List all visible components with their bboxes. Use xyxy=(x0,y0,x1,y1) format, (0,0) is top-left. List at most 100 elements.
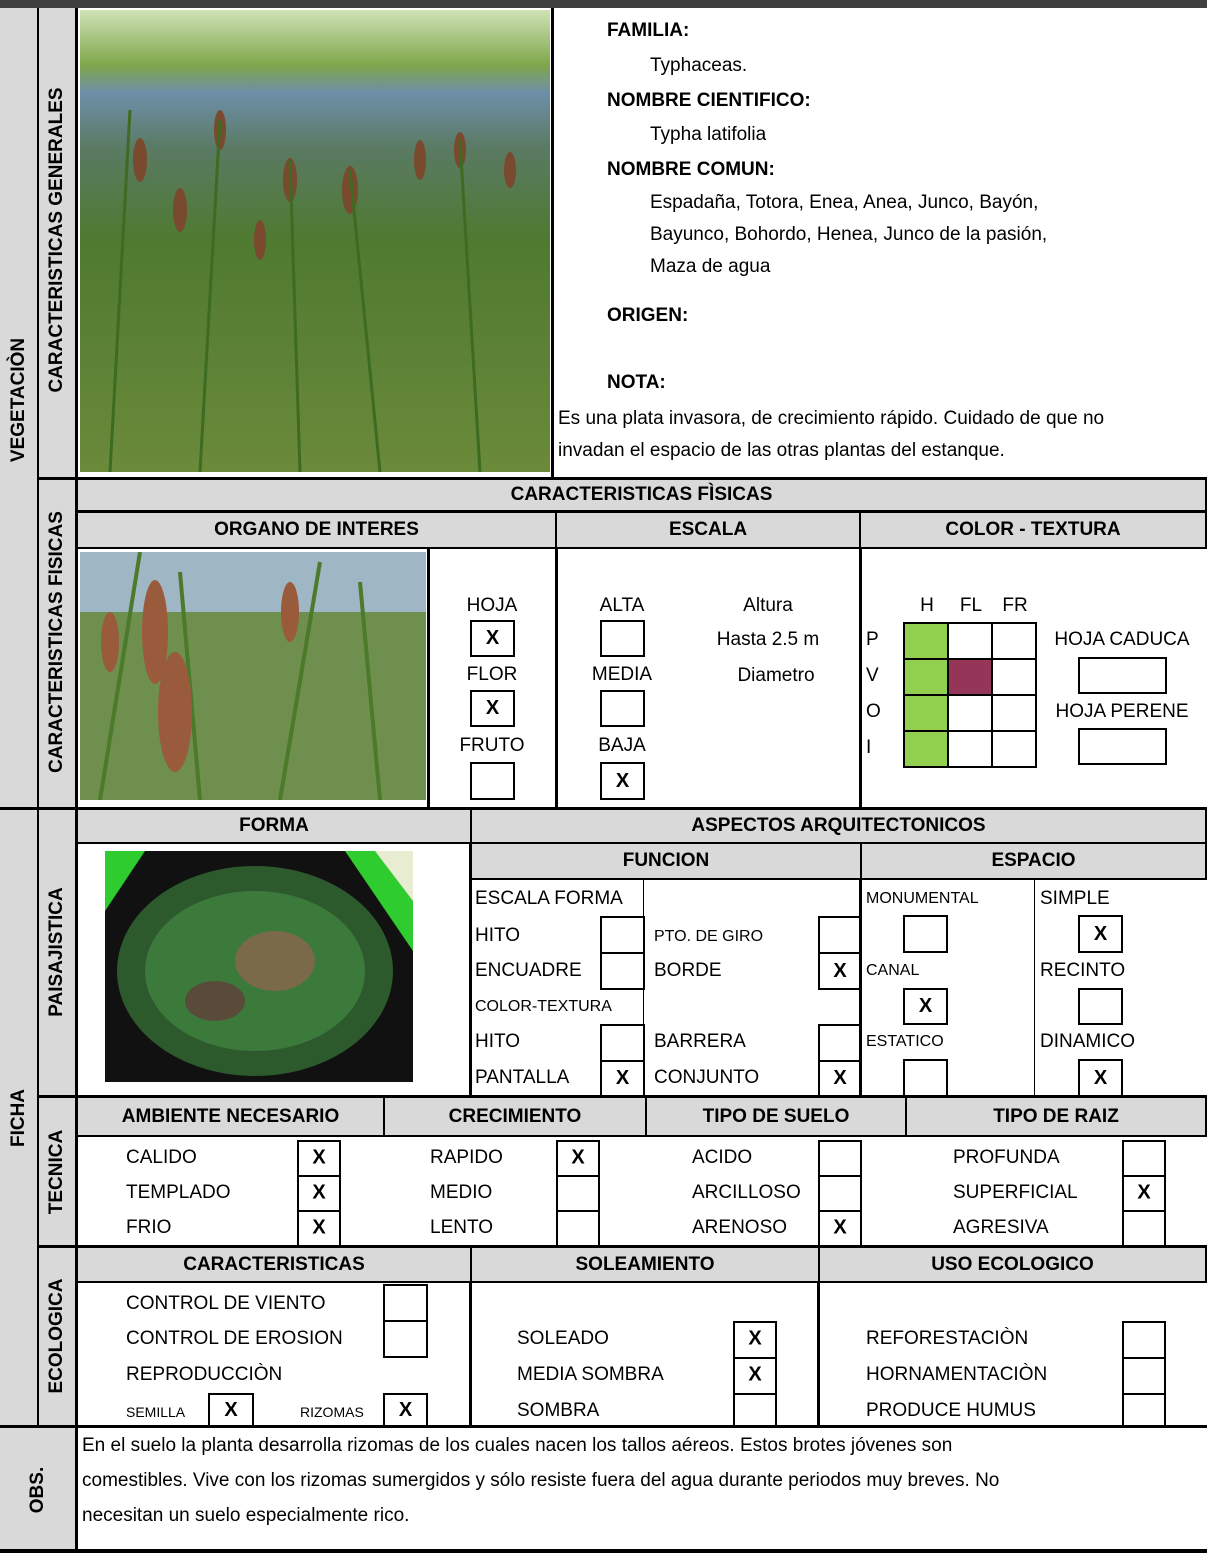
option-label: PANTALLA xyxy=(475,1067,569,1089)
photo xyxy=(105,851,413,1082)
checkbox xyxy=(1122,1321,1166,1359)
checkbox xyxy=(600,952,645,990)
checkbox xyxy=(556,1210,600,1247)
field-label: NOMBRE CIENTIFICO: xyxy=(607,90,811,112)
option-label: ACIDO xyxy=(692,1147,752,1169)
header: CARACTERISTICAS xyxy=(76,1246,472,1283)
rule xyxy=(551,8,554,478)
option-label: FRUTO xyxy=(459,735,524,757)
option-label: PRODUCE HUMUS xyxy=(866,1400,1036,1422)
color-cell xyxy=(991,622,1037,660)
rule xyxy=(0,1425,1207,1428)
field-label: NOTA: xyxy=(607,372,666,394)
shape xyxy=(185,981,245,1021)
color-cell xyxy=(991,658,1037,696)
checkbox xyxy=(1122,1140,1166,1177)
color-cell xyxy=(903,730,949,768)
option-label: HOJA PERENE xyxy=(1055,701,1188,723)
rule xyxy=(427,548,430,808)
field-value: Espadaña, Totora, Enea, Anea, Junco, Bay… xyxy=(650,192,1038,214)
header: FORMA xyxy=(76,808,472,844)
section-label: CARACTERISTICAS FISICAS xyxy=(46,511,68,773)
field-label: NOMBRE COMUN: xyxy=(607,159,775,181)
checkbox xyxy=(600,620,645,657)
option-label: CONJUNTO xyxy=(654,1067,759,1089)
section-label: ECOLOGICA xyxy=(46,1278,68,1393)
field-value: invadan el espacio de las otras plantas … xyxy=(558,440,1005,462)
color-cell xyxy=(947,622,993,660)
checkbox xyxy=(1078,988,1123,1025)
column-label: FR xyxy=(1002,595,1027,617)
header: FUNCION xyxy=(470,842,862,880)
option-label: MONUMENTAL xyxy=(866,890,979,908)
section-label: FICHA xyxy=(8,1089,30,1147)
option-label: ESTATICO xyxy=(866,1033,944,1051)
color-cell xyxy=(947,694,993,732)
checkbox: X xyxy=(470,620,515,657)
check-mark: X xyxy=(833,1067,846,1090)
obs-text: comestibles. Vive con los rizomas sumerg… xyxy=(82,1470,999,1492)
check-mark: X xyxy=(748,1364,761,1387)
field-value: Es una plata invasora, de crecimiento rá… xyxy=(558,408,1104,430)
check-mark: X xyxy=(312,1182,325,1205)
rule xyxy=(555,548,558,808)
checkbox xyxy=(818,1024,862,1062)
field-label: ORIGEN: xyxy=(607,305,688,327)
checkbox: X xyxy=(383,1393,428,1427)
field-value: Maza de agua xyxy=(650,256,770,278)
checkbox xyxy=(818,1140,862,1177)
option-label: RIZOMAS xyxy=(300,1404,364,1420)
check-mark: X xyxy=(616,1067,629,1090)
shape xyxy=(254,220,266,260)
option-label: LENTO xyxy=(430,1217,493,1239)
checkbox xyxy=(1078,728,1167,765)
option-label: SUPERFICIAL xyxy=(953,1182,1078,1204)
option-label: FRIO xyxy=(126,1217,171,1239)
checkbox xyxy=(470,762,515,800)
option-label: CALIDO xyxy=(126,1147,197,1169)
option-label: BORDE xyxy=(654,960,722,982)
rule xyxy=(817,1282,820,1426)
option-label: REPRODUCCIÒN xyxy=(126,1364,282,1386)
option-label: SEMILLA xyxy=(126,1404,185,1420)
field-value: Hasta 2.5 m xyxy=(717,629,819,651)
obs-text: necesitan un suelo especialmente rico. xyxy=(82,1505,409,1527)
field-label: Altura xyxy=(743,595,793,617)
option-label: FLOR xyxy=(467,664,518,686)
check-mark: X xyxy=(571,1147,584,1170)
option-label: HOJA CADUCA xyxy=(1054,629,1189,651)
option-label: RAPIDO xyxy=(430,1147,503,1169)
column-label: H xyxy=(920,595,934,617)
option-label: TEMPLADO xyxy=(126,1182,231,1204)
checkbox xyxy=(1078,657,1167,694)
check-mark: X xyxy=(312,1147,325,1170)
option-label: SOMBRA xyxy=(517,1400,599,1422)
checkbox xyxy=(600,1024,645,1062)
color-cell xyxy=(947,658,993,696)
checkbox: X xyxy=(470,690,515,727)
section-label: OBS. xyxy=(27,1467,49,1513)
field-value: Typhaceas. xyxy=(650,55,747,77)
rule xyxy=(37,8,39,1426)
checkbox: X xyxy=(208,1393,254,1427)
checkbox xyxy=(818,1175,862,1212)
photo xyxy=(80,552,426,800)
option-label: HORNAMENTACIÒN xyxy=(866,1364,1047,1386)
shape xyxy=(235,931,315,991)
check-mark: X xyxy=(399,1399,412,1422)
checkbox xyxy=(903,915,948,953)
option-label: HITO xyxy=(475,1031,520,1053)
check-mark: X xyxy=(224,1399,237,1422)
option-label: SOLEADO xyxy=(517,1328,609,1350)
header: TIPO DE SUELO xyxy=(645,1096,907,1137)
section-label: PAISAJISTICA xyxy=(46,887,68,1017)
color-cell xyxy=(903,658,949,696)
option-label: MEDIO xyxy=(430,1182,492,1204)
row-label: V xyxy=(866,665,879,687)
header: AMBIENTE NECESARIO xyxy=(76,1096,385,1137)
section-label: TECNICA xyxy=(46,1130,68,1214)
header: COLOR - TEXTURA xyxy=(859,511,1207,549)
section-label: CARACTERISTICAS GENERALES xyxy=(46,87,68,392)
checkbox xyxy=(1122,1357,1166,1395)
